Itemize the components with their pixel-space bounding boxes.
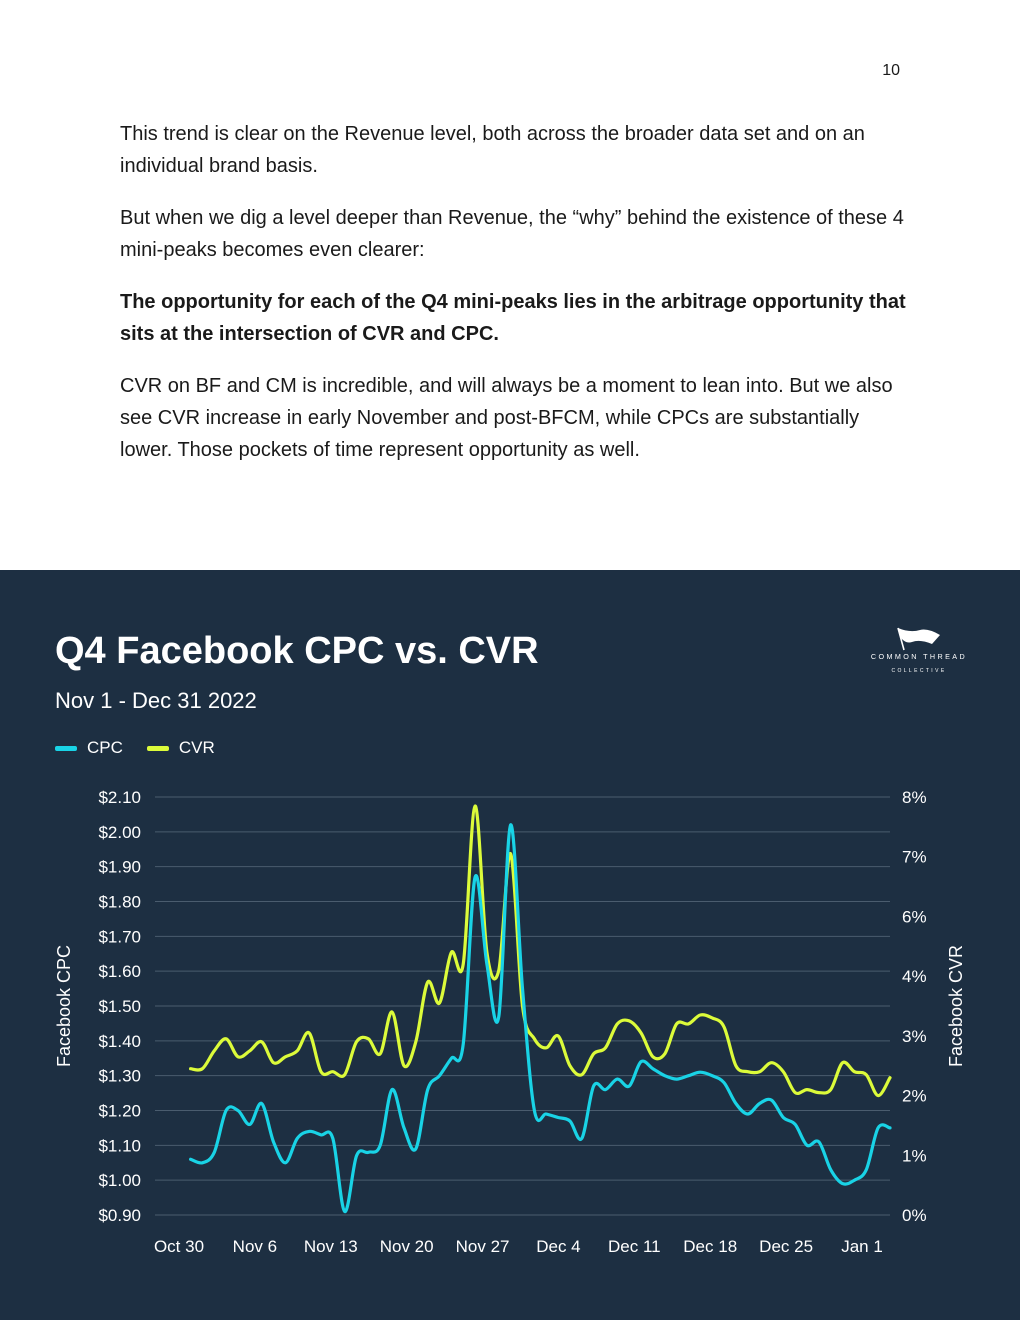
y-tick-label-left: $1.60 bbox=[98, 962, 141, 981]
y-tick-label-right: 7% bbox=[902, 848, 927, 867]
x-tick-label: Oct 30 bbox=[154, 1237, 204, 1256]
chart-subtitle: Nov 1 - Dec 31 2022 bbox=[55, 688, 257, 713]
y-tick-label-right: 8% bbox=[902, 788, 927, 807]
x-tick-label: Dec 18 bbox=[683, 1237, 737, 1256]
legend: CPC CVR bbox=[55, 738, 215, 758]
paragraph: CVR on BF and CM is incredible, and will… bbox=[120, 375, 893, 461]
y-tick-label-left: $1.00 bbox=[98, 1171, 141, 1190]
y-tick-label-right: 3% bbox=[902, 1027, 927, 1046]
x-tick-label: Dec 4 bbox=[536, 1237, 580, 1256]
y-tick-label-left: $2.10 bbox=[98, 788, 141, 807]
y-tick-label-right: 6% bbox=[902, 907, 927, 926]
y-axis-title-right: Facebook CVR bbox=[946, 945, 966, 1067]
body-text: This trend is clear on the Revenue level… bbox=[120, 118, 910, 486]
y-tick-label-left: $0.90 bbox=[98, 1206, 141, 1225]
y-tick-label-left: $1.30 bbox=[98, 1067, 141, 1086]
y-tick-label-right: 2% bbox=[902, 1087, 927, 1106]
x-tick-label: Nov 6 bbox=[233, 1237, 277, 1256]
logo-flag-pole bbox=[897, 627, 905, 651]
legend-label-cvr: CVR bbox=[178, 738, 215, 757]
y-tick-label-left: $1.20 bbox=[98, 1102, 141, 1121]
x-tick-label: Jan 1 bbox=[841, 1237, 883, 1256]
legend-item-cpc: CPC bbox=[55, 738, 123, 758]
y-tick-label-right: 1% bbox=[902, 1146, 927, 1165]
chart-canvas: $2.10 $2.00 $1.90 $1.80 $1.70 $1.60 $1.50 $1.40… bbox=[54, 788, 966, 1256]
chart-title: Q4 Facebook CPC vs. CVR bbox=[55, 630, 539, 672]
x-tick-label: Nov 13 bbox=[304, 1237, 358, 1256]
logo-text-line1: COMMON THREAD bbox=[871, 652, 967, 661]
paragraph: This trend is clear on the Revenue level… bbox=[120, 123, 865, 177]
y-axis-title-left: Facebook CPC bbox=[54, 945, 74, 1067]
logo-text-line2: COLLECTIVE bbox=[891, 668, 946, 674]
y-tick-label-left: $1.80 bbox=[98, 893, 141, 912]
cpc-swatch bbox=[55, 745, 77, 751]
cvr-series-line bbox=[189, 804, 892, 1098]
y-tick-label-right: 0% bbox=[902, 1206, 927, 1225]
legend-item-cvr: CVR bbox=[146, 738, 215, 758]
x-tick-label: Nov 20 bbox=[380, 1237, 434, 1256]
y-tick-label-left: $1.90 bbox=[98, 858, 141, 877]
y-tick-label-right: 4% bbox=[902, 967, 927, 986]
y-tick-label-left: $1.50 bbox=[98, 997, 141, 1016]
y-tick-label-left: $2.00 bbox=[98, 823, 141, 842]
y-tick-label-left: $1.70 bbox=[98, 927, 141, 946]
x-tick-label: Dec 11 bbox=[608, 1237, 661, 1256]
page-number: 10 bbox=[882, 62, 900, 79]
y-tick-label-left: $1.10 bbox=[98, 1136, 141, 1155]
cpc-series-line bbox=[189, 823, 892, 1214]
legend-label-cpc: CPC bbox=[87, 738, 123, 757]
y-tick-label-left: $1.40 bbox=[98, 1032, 141, 1051]
cvr-swatch bbox=[146, 745, 169, 751]
logo-flag-icon bbox=[898, 628, 940, 644]
paragraph: But when we dig a level deeper than Reve… bbox=[120, 207, 904, 261]
bold-callout: The opportunity for each of the Q4 mini-… bbox=[120, 291, 906, 345]
chart-panel: Q4 Facebook CPC vs. CVR Nov 1 - Dec 31 2… bbox=[0, 570, 1020, 1320]
x-tick-label: Nov 27 bbox=[456, 1237, 510, 1256]
common-thread-logo: COMMON THREAD COLLECTIVE bbox=[871, 627, 967, 674]
x-tick-label: Dec 25 bbox=[759, 1237, 813, 1256]
